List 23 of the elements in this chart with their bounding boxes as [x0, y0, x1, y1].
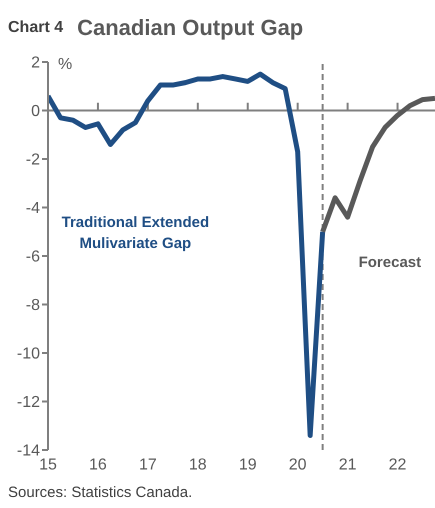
- y-tick-label: 2: [31, 54, 40, 72]
- y-tick-label: -14: [16, 442, 40, 460]
- y-axis-title: %: [58, 56, 72, 74]
- x-tick-label: 16: [89, 456, 107, 474]
- x-tick-label: 15: [39, 456, 57, 474]
- x-tick-label: 17: [138, 456, 157, 474]
- x-tick-label: 20: [288, 456, 307, 474]
- chart-title: Canadian Output Gap: [77, 15, 304, 41]
- caption: Chart 4: [8, 19, 64, 37]
- y-tick-label: -12: [16, 394, 40, 412]
- x-tick-label: 18: [188, 456, 207, 474]
- y-tick-label: -2: [26, 152, 40, 169]
- y-tick-label: 0: [31, 103, 40, 120]
- text: Forecast: [358, 253, 422, 274]
- x-tick-label: 21: [338, 456, 357, 474]
- y-tick-label: -4: [26, 200, 40, 218]
- source-note: Sources: Statistics Canada.: [8, 484, 194, 501]
- x-tick-label: 22: [388, 456, 407, 474]
- y-tick-label: -10: [16, 346, 40, 363]
- y-tick-label: -8: [26, 297, 40, 314]
- x-tick-label: 19: [238, 456, 257, 474]
- y-tick-label: -6: [26, 248, 40, 266]
- text: Traditional Extended Mulivariate Gap: [62, 214, 210, 252]
